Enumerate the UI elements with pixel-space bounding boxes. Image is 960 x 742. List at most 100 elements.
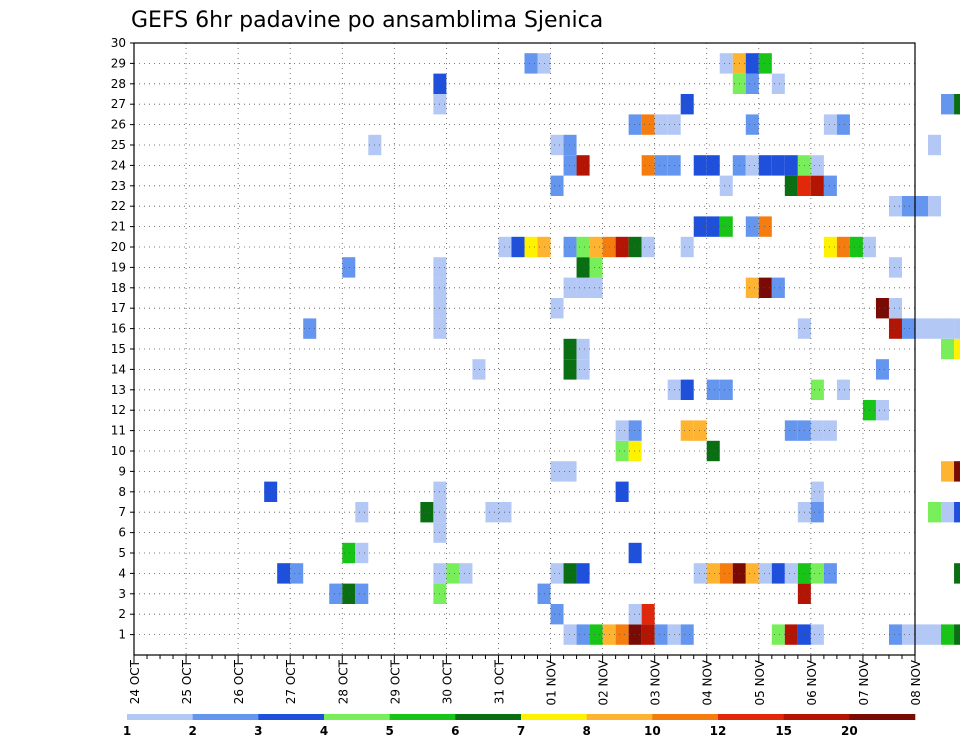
x-tick-label: 28 OCT — [336, 659, 350, 704]
precip-cell — [888, 257, 902, 278]
legend-swatch — [652, 714, 719, 720]
y-tick-label: 3 — [118, 587, 126, 601]
y-tick-label: 14 — [111, 362, 126, 376]
y-axis: 1234567891011121314151617181920212223242… — [111, 36, 134, 642]
legend-swatch — [521, 714, 587, 720]
precip-cell — [524, 236, 538, 258]
precip-cell — [277, 563, 291, 584]
y-tick-label: 21 — [111, 220, 126, 234]
precip-cell — [563, 236, 577, 258]
y-tick-label: 12 — [111, 403, 126, 417]
precip-cell — [915, 318, 929, 339]
x-tick-label: 07 NOV — [857, 659, 871, 705]
precip-cell — [941, 318, 955, 339]
precip-cell — [823, 114, 837, 135]
precip-cell — [719, 53, 733, 74]
y-tick-label: 1 — [118, 628, 126, 642]
precip-cell — [641, 155, 655, 176]
legend-label: 4 — [320, 724, 328, 738]
x-axis: 24 OCT 25 OCT 26 OCT 27 OCT 28 OCT 29 OCT 30 O… — [128, 655, 923, 706]
x-tick-label: 08 NOV — [909, 659, 923, 705]
legend-label: 6 — [451, 724, 459, 738]
y-tick-label: 9 — [118, 464, 126, 478]
precip-cell — [810, 481, 824, 502]
precip-cell — [524, 53, 538, 74]
precip-cell — [941, 338, 955, 360]
precip-cell — [810, 379, 824, 400]
precip-cell — [758, 277, 772, 298]
precip-cell — [954, 338, 960, 360]
y-tick-label: 2 — [118, 607, 126, 621]
legend-label: 10 — [644, 724, 661, 738]
precip-cell — [615, 481, 629, 502]
legend-label: 12 — [710, 724, 727, 738]
precip-cell — [928, 502, 942, 523]
precip-cell — [810, 624, 824, 645]
precip-cell — [758, 216, 772, 237]
precip-cell — [680, 420, 694, 441]
precip-cell — [941, 461, 955, 482]
legend-swatch — [389, 714, 456, 720]
precip-cell — [745, 53, 759, 74]
precip-cell — [264, 481, 278, 502]
precip-cell — [563, 563, 577, 584]
y-tick-label: 24 — [111, 158, 126, 172]
x-tick-label: 04 NOV — [701, 659, 715, 705]
precip-cell — [719, 216, 733, 237]
legend-label: 7 — [517, 724, 525, 738]
legend-swatch — [324, 714, 390, 720]
precip-cell — [563, 155, 577, 176]
x-tick-label: 27 OCT — [284, 659, 298, 704]
precip-cell — [954, 624, 960, 645]
precip-cell — [589, 624, 603, 645]
precip-cell — [641, 236, 655, 258]
precip-cell — [849, 236, 863, 258]
grid-layer — [134, 42, 915, 655]
precip-cell — [810, 563, 824, 584]
precip-cell — [928, 134, 942, 156]
precip-cell — [954, 502, 960, 523]
precip-cell — [615, 624, 629, 645]
precip-cell — [888, 196, 902, 217]
precip-cell — [550, 461, 564, 482]
precip-cell — [823, 420, 837, 441]
precip-cell — [693, 155, 707, 176]
y-tick-label: 28 — [111, 77, 126, 91]
precip-cell — [576, 257, 590, 278]
x-tick-label: 25 OCT — [180, 659, 194, 704]
precip-cell — [576, 563, 590, 584]
precip-cell — [576, 236, 590, 258]
precip-cell — [615, 236, 629, 258]
precip-cell — [342, 257, 356, 278]
precip-cell — [745, 216, 759, 237]
precip-cell — [771, 277, 785, 298]
precip-cell — [758, 563, 772, 584]
precip-cell — [823, 175, 837, 196]
precip-cell — [875, 359, 889, 380]
precip-cell — [928, 318, 942, 339]
precip-cell — [628, 420, 642, 441]
cells-layer — [264, 53, 960, 645]
precip-cell — [693, 563, 707, 584]
precip-cell — [836, 379, 850, 400]
precip-cell — [784, 420, 798, 441]
y-tick-label: 26 — [111, 118, 126, 132]
precip-cell — [928, 196, 942, 217]
precip-cell — [836, 114, 850, 135]
legend-label: 8 — [582, 724, 590, 738]
y-tick-label: 20 — [111, 240, 126, 254]
precip-cell — [784, 175, 798, 196]
y-tick-label: 5 — [118, 546, 126, 560]
precip-cell — [563, 277, 577, 298]
y-tick-label: 30 — [111, 36, 126, 50]
precip-cell — [550, 563, 564, 584]
x-tick-label: 06 NOV — [805, 659, 819, 705]
precip-cell — [823, 563, 837, 584]
precip-cell — [654, 114, 668, 135]
y-tick-label: 8 — [118, 485, 126, 499]
x-tick-label: 24 OCT — [128, 659, 142, 704]
precip-cell — [563, 359, 577, 380]
precip-cell — [641, 114, 655, 135]
precip-cell — [758, 155, 772, 176]
precip-cell — [446, 563, 460, 584]
